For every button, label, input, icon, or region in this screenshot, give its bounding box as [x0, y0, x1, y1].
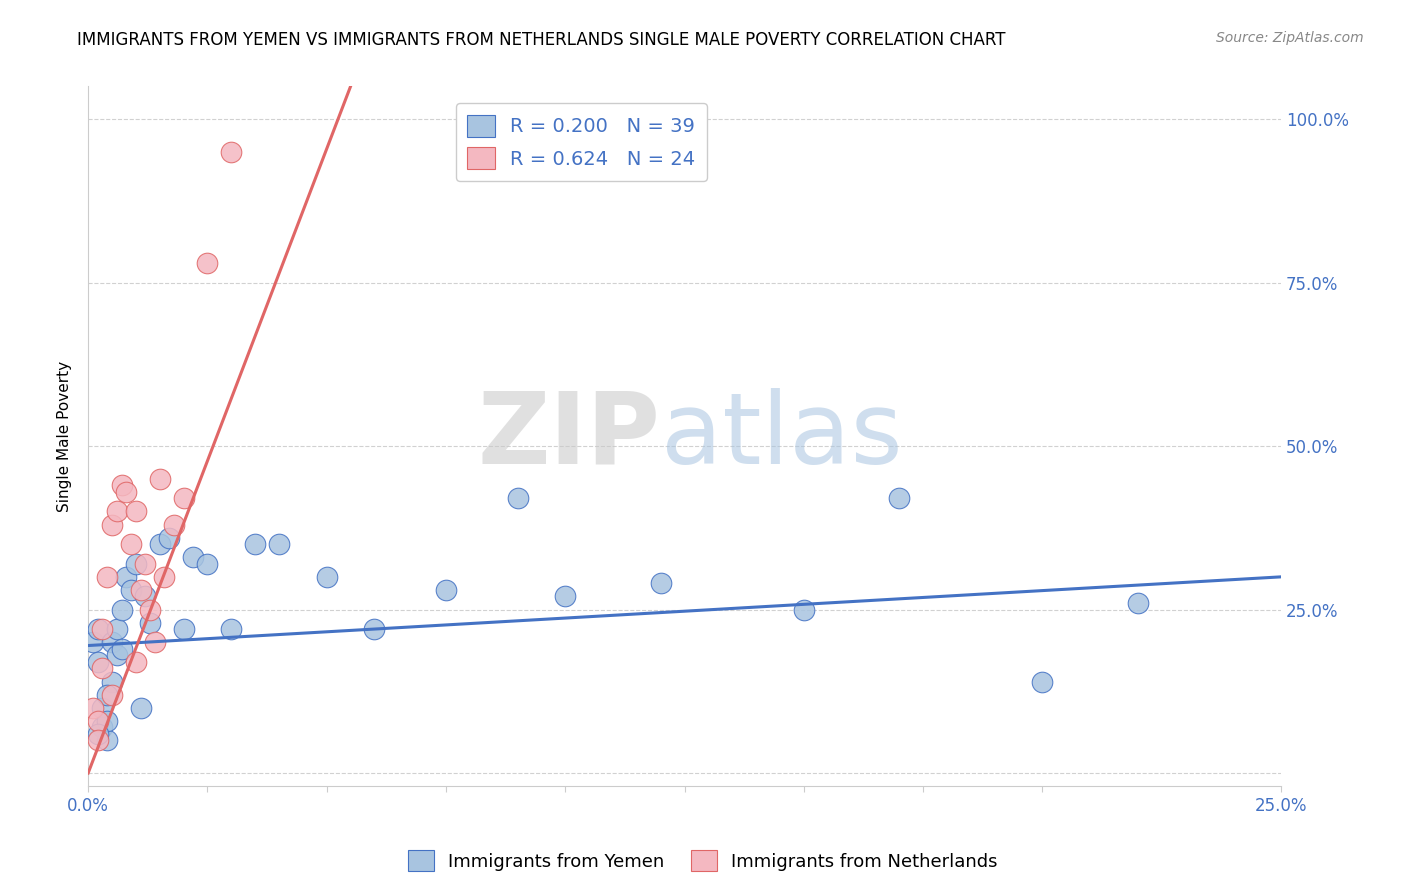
Point: [173, 491, 195, 506]
Point: [315, 570, 337, 584]
Legend: R = 0.200   N = 39, R = 0.624   N = 24: R = 0.200 N = 39, R = 0.624 N = 24: [456, 103, 707, 181]
Point: [149, 537, 172, 551]
Point: [125, 655, 148, 669]
Point: [554, 590, 576, 604]
Point: [793, 602, 815, 616]
Point: [120, 582, 142, 597]
Point: [101, 688, 124, 702]
Point: [101, 517, 124, 532]
Point: [173, 622, 195, 636]
Point: [506, 491, 529, 506]
Point: [134, 557, 156, 571]
Text: atlas: atlas: [661, 388, 903, 484]
Point: [363, 622, 385, 636]
Point: [86, 733, 108, 747]
Point: [157, 531, 180, 545]
Point: [139, 615, 162, 630]
Point: [197, 557, 219, 571]
Point: [125, 504, 148, 518]
Point: [96, 570, 118, 584]
Point: [125, 557, 148, 571]
Point: [91, 720, 114, 734]
Point: [650, 576, 672, 591]
Point: [115, 484, 138, 499]
Point: [221, 145, 243, 159]
Point: [86, 655, 108, 669]
Point: [434, 582, 457, 597]
Point: [149, 472, 172, 486]
Point: [105, 648, 128, 663]
Legend: Immigrants from Yemen, Immigrants from Netherlands: Immigrants from Yemen, Immigrants from N…: [401, 843, 1005, 879]
Point: [143, 635, 166, 649]
Text: IMMIGRANTS FROM YEMEN VS IMMIGRANTS FROM NETHERLANDS SINGLE MALE POVERTY CORRELA: IMMIGRANTS FROM YEMEN VS IMMIGRANTS FROM…: [77, 31, 1005, 49]
Point: [82, 700, 104, 714]
Point: [1126, 596, 1149, 610]
Point: [96, 714, 118, 728]
Point: [129, 582, 152, 597]
Point: [86, 622, 108, 636]
Point: [134, 590, 156, 604]
Point: [101, 674, 124, 689]
Point: [243, 537, 266, 551]
Point: [86, 727, 108, 741]
Point: [153, 570, 176, 584]
Point: [91, 700, 114, 714]
Point: [889, 491, 911, 506]
Point: [115, 570, 138, 584]
Point: [86, 714, 108, 728]
Point: [110, 641, 132, 656]
Point: [181, 550, 204, 565]
Point: [110, 478, 132, 492]
Point: [221, 622, 243, 636]
Point: [1031, 674, 1053, 689]
Y-axis label: Single Male Poverty: Single Male Poverty: [58, 360, 72, 512]
Point: [120, 537, 142, 551]
Point: [96, 733, 118, 747]
Point: [139, 602, 162, 616]
Point: [267, 537, 290, 551]
Point: [197, 256, 219, 270]
Point: [82, 635, 104, 649]
Point: [105, 622, 128, 636]
Point: [129, 700, 152, 714]
Text: ZIP: ZIP: [478, 388, 661, 484]
Point: [163, 517, 186, 532]
Point: [105, 504, 128, 518]
Point: [101, 635, 124, 649]
Point: [110, 602, 132, 616]
Text: Source: ZipAtlas.com: Source: ZipAtlas.com: [1216, 31, 1364, 45]
Point: [91, 622, 114, 636]
Point: [96, 688, 118, 702]
Point: [91, 661, 114, 675]
